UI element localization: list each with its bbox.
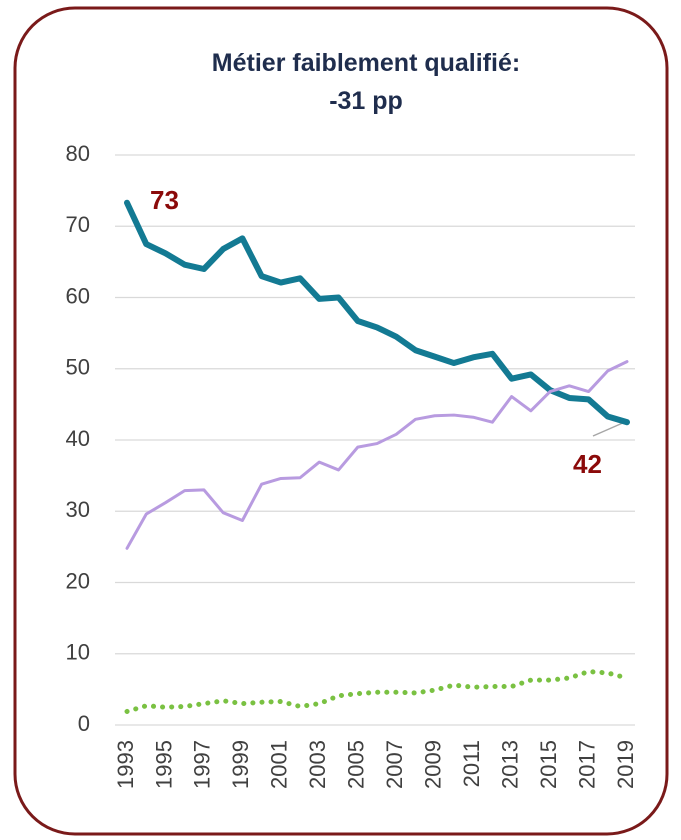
y-tick-label: 40 — [66, 426, 90, 451]
annotation: 73 — [150, 185, 179, 215]
y-tick-label: 10 — [66, 640, 90, 665]
y-tick-label: 30 — [66, 497, 90, 522]
series-line — [125, 360, 629, 550]
series-line — [124, 669, 630, 714]
x-tick-label: 2017 — [574, 740, 599, 789]
leader-line — [592, 421, 626, 437]
x-tick-label: 2019 — [613, 740, 638, 789]
x-tick-label: 1999 — [228, 740, 253, 789]
x-tick-label: 2015 — [536, 740, 561, 789]
x-tick-label: 2001 — [267, 740, 292, 789]
annotation: 42 — [573, 449, 602, 479]
x-tick-label: 2013 — [497, 740, 522, 789]
y-tick-label: 0 — [78, 711, 90, 736]
chart-title: Métier faiblement qualifié: -31 pp — [211, 49, 521, 115]
x-tick-label: 2005 — [344, 740, 369, 789]
x-tick-label: 1995 — [151, 740, 176, 789]
y-tick-label: 50 — [66, 355, 90, 380]
x-tick-label: 1997 — [190, 740, 215, 789]
x-tick-label: 1993 — [113, 740, 138, 789]
x-tick-label: 2003 — [305, 740, 330, 789]
y-tick-label: 80 — [66, 141, 90, 166]
y-tick-label: 60 — [66, 283, 90, 308]
x-tick-label: 2007 — [382, 740, 407, 789]
frame — [13, 6, 669, 836]
y-tick-label: 70 — [66, 212, 90, 237]
x-tick-label: 2011 — [459, 740, 484, 787]
series-line — [124, 199, 630, 426]
x-tick-label: 2009 — [421, 740, 446, 789]
y-tick-label: 20 — [66, 568, 90, 593]
